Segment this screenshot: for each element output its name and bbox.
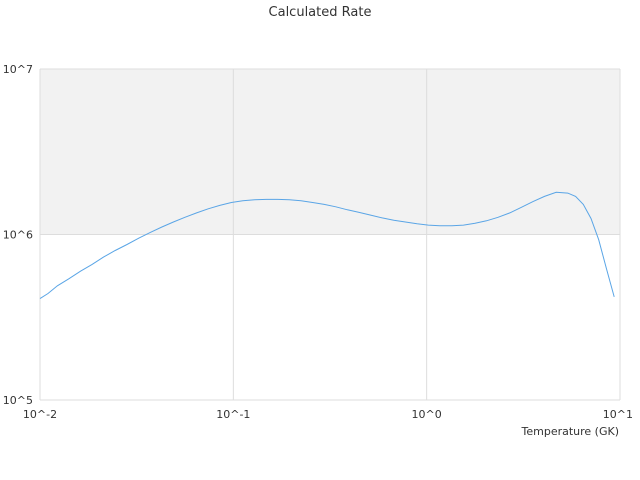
plot-band [40,69,620,235]
x-tick-label: 10^0 [412,408,442,421]
y-tick-label: 10^6 [3,229,33,242]
x-axis-title: Temperature (GK) [521,425,620,438]
y-tick-label: 10^5 [3,394,33,407]
series-line [39,191,615,300]
x-axis-tick-labels: 10^-2 10^-1 10^0 10^1 [23,408,633,421]
grid-lines [39,68,621,401]
series-group [39,191,615,300]
x-tick-label: 10^-1 [216,408,250,421]
y-tick-label: 10^7 [3,63,33,76]
chart-title: Calculated Rate [269,5,372,20]
y-axis-tick-labels: 10^5 10^6 10^7 [3,63,33,407]
x-tick-label: 10^-2 [23,408,57,421]
x-tick-label: 10^1 [603,408,633,421]
